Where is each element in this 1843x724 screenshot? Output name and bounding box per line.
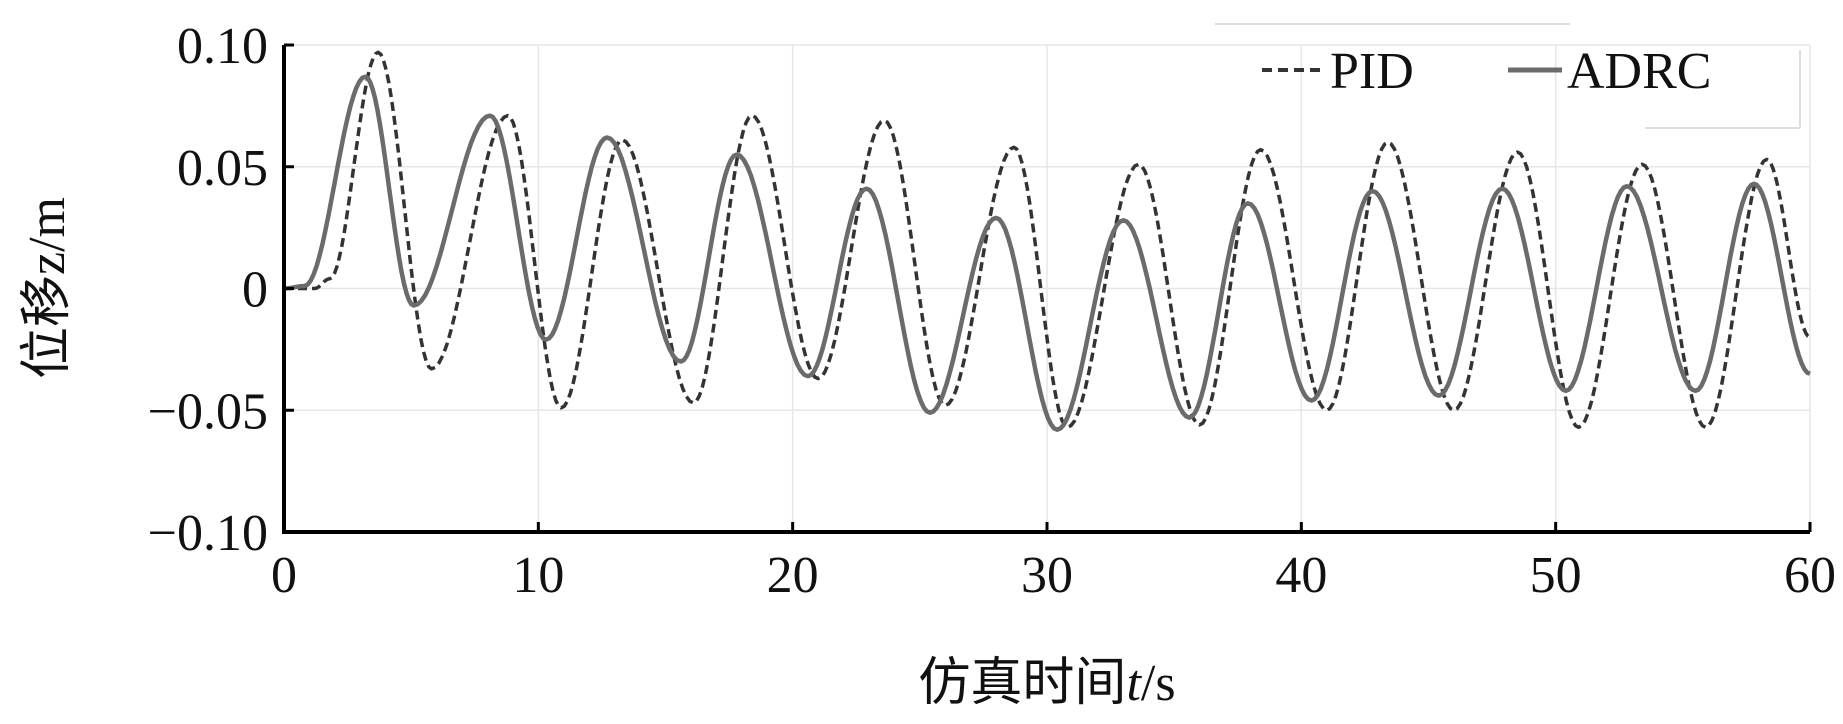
- x-tick-label: 30: [1021, 547, 1073, 604]
- x-axis-label: 仿真时间t/s: [918, 655, 1175, 712]
- y-tick-label: 0.10: [177, 18, 268, 75]
- x-tick-label: 60: [1784, 547, 1836, 604]
- legend: PID ADRC: [1215, 23, 1801, 129]
- legend-adrc-label: ADRC: [1567, 43, 1711, 100]
- series-line-pid: [283, 50, 1811, 430]
- series-line-adrc: [282, 74, 1811, 432]
- x-tick-label: 40: [1275, 547, 1327, 604]
- y-axis-label: 位移z/m: [19, 197, 76, 379]
- series-lines: [282, 50, 1811, 432]
- grid: [284, 44, 1811, 532]
- y-tick-label: −0.10: [148, 505, 268, 562]
- x-tick-label: 50: [1530, 547, 1582, 604]
- axes: [282, 43, 1812, 534]
- x-tick-label: 0: [271, 547, 297, 604]
- y-tick-label: −0.05: [148, 383, 268, 440]
- y-tick-label: 0.05: [177, 140, 268, 197]
- x-tick-label: 10: [512, 547, 564, 604]
- legend-pid-label: PID: [1330, 43, 1414, 100]
- tick-labels: 0 10 20 30 40 50 60 0.10 0.05 0 −0.05 −0.10: [148, 18, 1836, 604]
- x-tick-label: 20: [767, 547, 819, 604]
- y-tick-label: 0: [242, 262, 268, 319]
